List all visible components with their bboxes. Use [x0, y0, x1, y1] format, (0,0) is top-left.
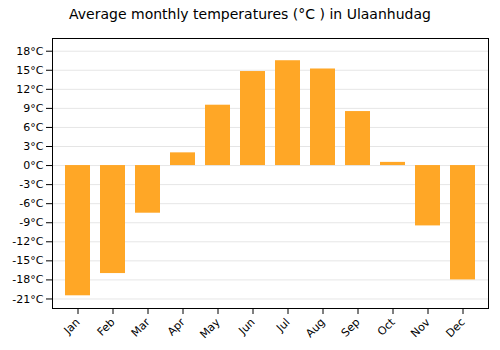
svg-text:Apr: Apr: [165, 315, 188, 338]
svg-text:18°C: 18°C: [16, 45, 43, 58]
svg-text:-12°C: -12°C: [12, 235, 43, 248]
svg-text:-18°C: -18°C: [12, 273, 43, 286]
svg-text:12°C: 12°C: [16, 83, 43, 96]
svg-text:-21°C: -21°C: [12, 292, 43, 305]
svg-text:Jan: Jan: [61, 316, 83, 338]
svg-text:Oct: Oct: [375, 315, 398, 338]
svg-text:Aug: Aug: [303, 316, 327, 340]
svg-text:-6°C: -6°C: [19, 197, 43, 210]
svg-text:-3°C: -3°C: [19, 178, 43, 191]
svg-text:Jul: Jul: [273, 316, 292, 335]
svg-text:Feb: Feb: [95, 316, 118, 339]
svg-text:Nov: Nov: [408, 315, 433, 340]
html-text:Average monthly temperatures (: Average monthly temperatures (°C ) in Ul…: [69, 6, 431, 22]
svg-text:3°C: 3°C: [23, 140, 43, 153]
svg-text:6°C: 6°C: [23, 121, 43, 134]
svg-text:0°C: 0°C: [23, 159, 43, 172]
svg-text:-9°C: -9°C: [19, 216, 43, 229]
svg-text:Jun: Jun: [236, 316, 258, 338]
svg-text:15°C: 15°C: [16, 64, 43, 77]
svg-text:Sep: Sep: [339, 316, 363, 340]
svg-text:May: May: [197, 315, 223, 341]
svg-text:Mar: Mar: [129, 315, 153, 339]
svg-text:Dec: Dec: [443, 316, 467, 340]
svg-text:-15°C: -15°C: [12, 254, 43, 267]
svg-text:9°C: 9°C: [23, 102, 43, 115]
